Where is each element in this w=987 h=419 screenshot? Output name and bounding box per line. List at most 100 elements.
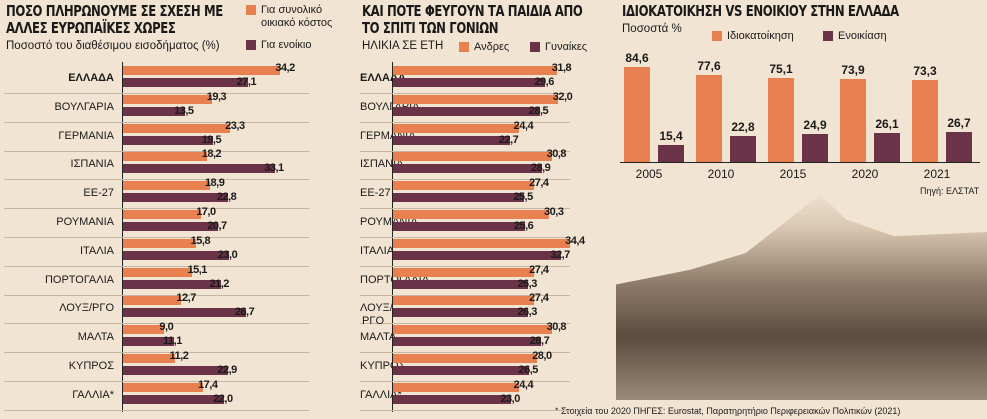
row-divider (360, 64, 570, 94)
data-label: 26,1 (875, 116, 899, 131)
data-label: 73,3 (913, 63, 937, 78)
chart3-baseline (620, 162, 980, 163)
bar-series1 (624, 67, 650, 162)
chart2-legend-purple: Γυναίκες (530, 41, 587, 54)
bar-series1 (123, 123, 231, 133)
data-label: 25,5 (513, 191, 533, 204)
data-label: 22,9 (217, 364, 237, 376)
chart3-subtitle: Ποσοστά % (622, 23, 682, 35)
bar-series1 (393, 296, 535, 306)
data-label: 26,5 (518, 364, 538, 376)
bar-series1 (123, 238, 196, 248)
row-divider (360, 150, 570, 181)
chart1-title: ΠΟΣΟ ΠΛΗΡΩΝΟΥΜΕ ΣΕ ΣΧΕΣΗ ΜΕ ΑΛΛΕΣ ΕΥΡΩΠΑ… (6, 2, 223, 37)
data-label: 28,0 (532, 350, 552, 362)
data-label: 32,7 (550, 248, 570, 261)
data-label: 33,1 (264, 162, 284, 175)
bar-series2 (123, 222, 219, 231)
data-label: 26,3 (517, 277, 537, 290)
bar-series2 (393, 222, 525, 231)
bar-series1 (123, 210, 202, 219)
data-label: 26,7 (947, 116, 971, 131)
bar-series2 (123, 250, 229, 260)
data-label: 9,0 (159, 321, 174, 334)
data-label: 22,0 (213, 392, 233, 405)
chart2-footnote: * Στοιχεία του 2020 ΠΗΓΕΣ: Eurostat, Παρ… (555, 406, 901, 416)
row-divider (4, 64, 309, 94)
category-label: ΕΛΛΑΔΑ (68, 72, 114, 84)
data-label: 31,8 (551, 62, 572, 74)
category-label: ΡΟΥΜΑΝΙΑ (360, 216, 418, 228)
bar-series1 (123, 325, 165, 335)
category-label: ΡΟΥΜΑΝΙΑ (56, 216, 114, 228)
chart3-legend-purple: Ενοικίαση (823, 30, 887, 43)
bar-series1 (393, 181, 535, 191)
data-label: 21,2 (209, 277, 230, 290)
data-label: 20,7 (207, 220, 227, 232)
bar-series2 (123, 394, 225, 404)
bar-series2 (123, 78, 248, 87)
row-divider (360, 352, 570, 382)
bar-series2 (123, 106, 186, 116)
row-divider (4, 179, 309, 210)
row-divider (360, 237, 570, 267)
bar-series2 (123, 193, 228, 203)
bar-series1 (123, 296, 182, 306)
row-divider (360, 122, 570, 152)
data-label: 26,7 (234, 306, 255, 319)
data-label: 75,1 (769, 61, 793, 76)
bar-series1 (393, 152, 552, 162)
row-divider (360, 93, 570, 123)
row-divider (4, 381, 309, 411)
data-label: 23,0 (500, 392, 520, 405)
bar-series1 (123, 94, 212, 104)
row-divider (4, 352, 309, 382)
data-label: 11,1 (163, 335, 182, 348)
bar-series1 (123, 382, 204, 392)
bar-series2 (393, 279, 529, 289)
x-tick-label: 2005 (635, 167, 663, 181)
category-label: ΙΤΑΛΙΑ (360, 244, 395, 257)
bar-series2 (123, 308, 246, 318)
category-label: ΕΛΛΑΔΑ (360, 72, 406, 84)
row-divider (4, 266, 309, 296)
data-label: 15,8 (190, 234, 211, 247)
bar-series2 (393, 394, 512, 404)
row-divider (4, 150, 309, 181)
category-label: ΚΥΠΡΟΣ (360, 360, 406, 372)
data-label: 13,5 (174, 104, 194, 117)
data-label: 25,6 (513, 220, 534, 232)
chart1-legend-purple: Για ενοίκιο (246, 39, 311, 52)
athens-photo (616, 194, 987, 400)
bar-series1 (840, 79, 866, 162)
bar-series1 (393, 382, 519, 392)
row-divider (360, 208, 570, 238)
bar-series2 (123, 135, 213, 145)
data-label: 30,8 (546, 148, 567, 161)
bar-series2 (123, 337, 175, 347)
bar-series2 (123, 279, 221, 289)
category-label: ΠΟΡΤΟΓΑΛΙΑ (44, 273, 114, 286)
data-label: 27,4 (529, 263, 549, 276)
x-tick-label: 2010 (707, 167, 735, 181)
row-divider (360, 381, 570, 411)
bar-series1 (393, 210, 550, 219)
bar-series2 (393, 106, 540, 116)
data-label: 18,9 (204, 177, 225, 190)
bar-series1 (393, 123, 519, 133)
bar-series1 (123, 152, 207, 162)
legend-label: Ανδρες (474, 41, 510, 53)
data-label: 22,8 (216, 191, 237, 204)
data-label: 27,4 (529, 292, 549, 305)
bar-series2 (874, 132, 900, 162)
bar-series2 (393, 193, 525, 203)
row-divider (4, 237, 309, 267)
bar-series1 (123, 354, 175, 363)
category-label: ΛΟΥΞ/ΡΓΟ (360, 302, 393, 328)
data-label: 34,2 (275, 62, 295, 74)
data-label: 15,4 (659, 128, 683, 143)
data-label: 17,0 (196, 206, 216, 218)
data-label: 34,4 (565, 234, 585, 247)
chart3-title: ΙΔΙΟΚΑΤΟΙΚΗΣΗ VS ΕΝΟΙΚΙΟΥ ΣΤΗΝ ΕΛΛΑΔΑ (622, 2, 899, 20)
bar-series2 (123, 164, 276, 174)
